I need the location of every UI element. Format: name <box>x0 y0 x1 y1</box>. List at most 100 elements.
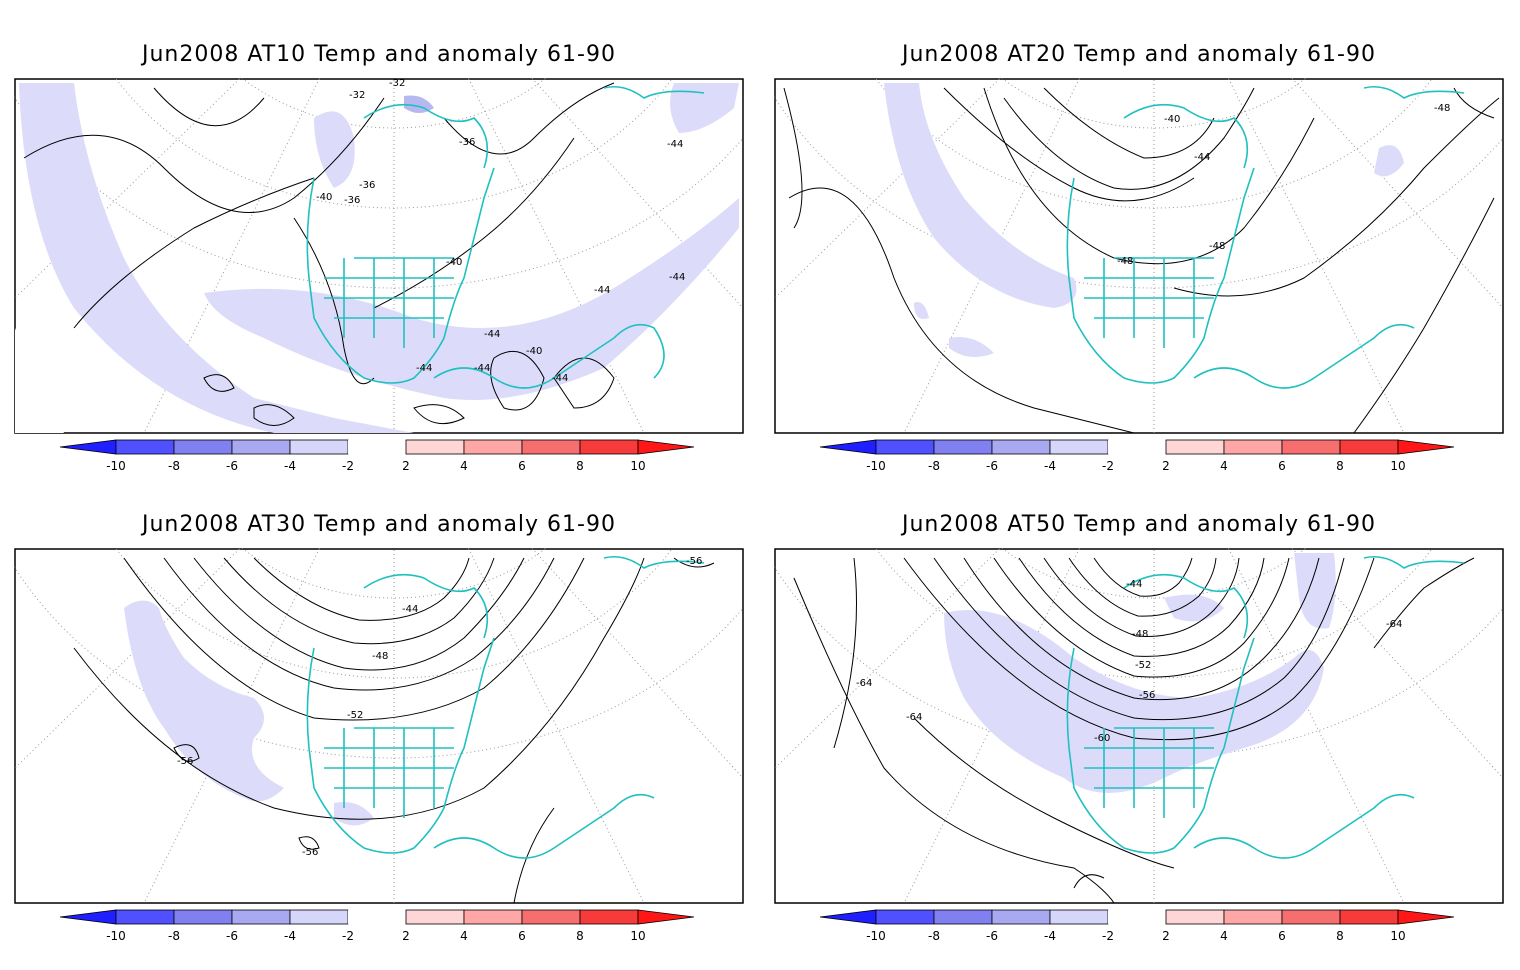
colorbar-tick-label: -4 <box>1044 459 1056 473</box>
colorbar-segment <box>991 909 1051 925</box>
colorbar-right-arrow <box>1397 909 1455 925</box>
colorbar: -10 -8 -6 -4 -2 2 4 6 8 10 <box>59 909 695 943</box>
colorbar-segment <box>1281 439 1341 455</box>
contour-label: -64 <box>906 712 922 723</box>
contour-label: -44 <box>667 139 683 150</box>
contour-label: -44 <box>1126 579 1142 590</box>
contour-label: -64 <box>856 678 872 689</box>
contour-label: -48 <box>1117 256 1133 267</box>
colorbar-tick-label: 4 <box>460 459 468 473</box>
colorbar-tick-label: -2 <box>342 459 354 473</box>
colorbar-tick-label: 6 <box>518 929 526 943</box>
contour-label: -36 <box>459 137 475 148</box>
colorbar-tick-label: -6 <box>986 459 998 473</box>
panel-at30: Jun2008 AT30 Temp and anomaly 61-90 <box>14 510 744 970</box>
colorbar-tick-label: 10 <box>1390 459 1405 473</box>
contour-label: -48 <box>1434 103 1450 114</box>
colorbar-left-arrow <box>819 909 877 925</box>
colorbar-left-arrow <box>819 439 877 455</box>
colorbar-tick-label: -10 <box>106 929 126 943</box>
colorbar-tick-label: 8 <box>576 929 584 943</box>
contour-label: -44 <box>594 285 610 296</box>
colorbar-segment <box>1049 439 1109 455</box>
contour-label: -48 <box>1132 629 1148 640</box>
colorbar-tick-label: -10 <box>106 459 126 473</box>
colorbar-tick-label: 8 <box>576 459 584 473</box>
colorbar-tick-label: -4 <box>284 929 296 943</box>
colorbar-tick-label: -8 <box>928 459 940 473</box>
colorbar-segment <box>933 439 993 455</box>
colorbar-tick-label: 4 <box>1220 459 1228 473</box>
contour-label: -36 <box>359 180 375 191</box>
colorbar-tick-label: 2 <box>402 929 410 943</box>
colorbar-right-arrow <box>637 909 695 925</box>
colorbar-tick-label: 10 <box>630 459 645 473</box>
colorbar-segment <box>1281 909 1341 925</box>
panel-title: Jun2008 AT20 Temp and anomaly 61-90 <box>902 42 1376 67</box>
colorbar-segment <box>1223 909 1283 925</box>
contour-label: -48 <box>372 651 388 662</box>
contour-label: -56 <box>1139 690 1155 701</box>
panel-title: Jun2008 AT30 Temp and anomaly 61-90 <box>142 512 616 537</box>
colorbar-tick-label: -10 <box>866 929 886 943</box>
colorbar-tick-label: 6 <box>1278 929 1286 943</box>
contour-label: -44 <box>552 373 568 384</box>
contour-label: -44 <box>474 363 490 374</box>
colorbar-tick-label: -6 <box>986 929 998 943</box>
contour-label: -40 <box>316 192 332 203</box>
colorbar-segment <box>231 909 291 925</box>
colorbar-tick-label: 2 <box>1162 929 1170 943</box>
colorbar-right-arrow <box>637 439 695 455</box>
colorbar: -10 -8 -6 -4 -2 2 4 6 8 10 <box>819 909 1455 943</box>
colorbar-segment <box>348 440 406 454</box>
contour-label: -32 <box>389 78 405 89</box>
contour-label: -64 <box>1386 619 1402 630</box>
colorbar-segment <box>1339 909 1399 925</box>
colorbar-left-arrow <box>59 909 117 925</box>
colorbar-segment <box>579 909 639 925</box>
colorbar-segment <box>463 909 523 925</box>
colorbar-segment <box>289 909 349 925</box>
panel-title: Jun2008 AT10 Temp and anomaly 61-90 <box>142 42 616 67</box>
colorbar-segment <box>1108 440 1166 454</box>
colorbar-segment <box>173 909 233 925</box>
map-at10: -32 -32 -36 -36 -36 -40 -40 -40 -44 -44 … <box>14 78 744 434</box>
contour-label: -40 <box>1164 114 1180 125</box>
panel-title: Jun2008 AT50 Temp and anomaly 61-90 <box>902 512 1376 537</box>
colorbar-segment <box>348 910 406 924</box>
colorbar-tick-label: -6 <box>226 459 238 473</box>
colorbar-left-arrow <box>59 439 117 455</box>
colorbar-segment <box>173 439 233 455</box>
colorbar-segment <box>1165 909 1225 925</box>
colorbar-segment <box>463 439 523 455</box>
colorbar-segment <box>521 909 581 925</box>
colorbar-tick-label: 6 <box>1278 459 1286 473</box>
colorbar-tick-label: 4 <box>1220 929 1228 943</box>
contour-label: -44 <box>669 272 685 283</box>
colorbar-tick-label: -2 <box>1102 459 1114 473</box>
colorbar-segment <box>115 439 175 455</box>
contour-label: -44 <box>1194 152 1210 163</box>
colorbar-tick-label: -8 <box>168 929 180 943</box>
colorbar-segment <box>1049 909 1109 925</box>
colorbar: -10 -8 -6 -4 -2 2 4 6 8 10 <box>59 439 695 473</box>
colorbar-tick-label: -8 <box>928 929 940 943</box>
colorbar-segment <box>1339 439 1399 455</box>
colorbar-right-arrow <box>1397 439 1455 455</box>
colorbar-segment <box>579 439 639 455</box>
colorbar-tick-label: -8 <box>168 459 180 473</box>
colorbar-segment <box>1165 439 1225 455</box>
colorbar-segment <box>405 909 465 925</box>
colorbar-segment <box>991 439 1051 455</box>
colorbar-segment <box>115 909 175 925</box>
colorbar-segment <box>875 439 935 455</box>
colorbar-tick-label: -4 <box>1044 929 1056 943</box>
colorbar-segment <box>875 909 935 925</box>
panel-at20: Jun2008 AT20 Temp and anomaly 61-90 <box>774 40 1504 500</box>
colorbar-tick-label: 2 <box>402 459 410 473</box>
colorbar-segment <box>231 439 291 455</box>
colorbar-tick-label: -10 <box>866 459 886 473</box>
contour-label: -44 <box>402 604 418 615</box>
map-at50: -44 -48 -52 -56 -60 -64 -64 -64 <box>774 548 1504 904</box>
contour-label: -48 <box>1209 241 1225 252</box>
